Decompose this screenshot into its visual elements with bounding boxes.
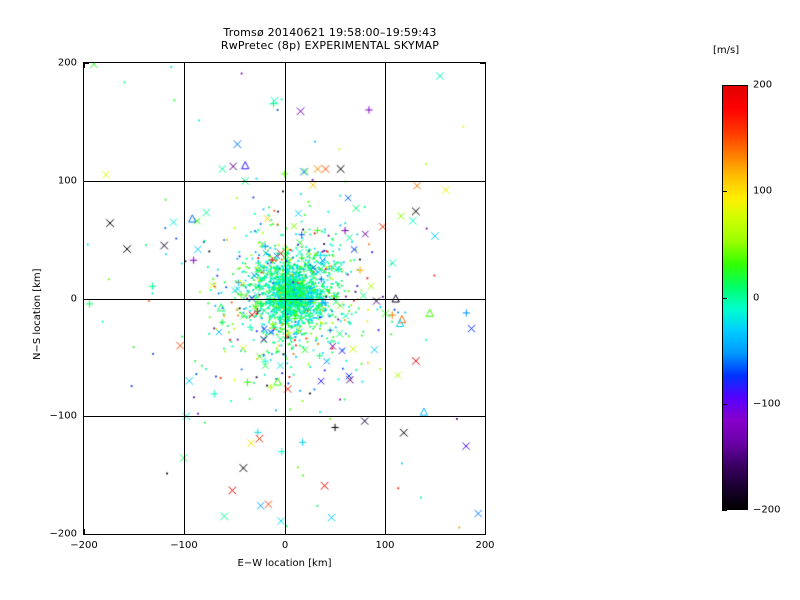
- scatter-canvas: [84, 63, 485, 534]
- x-tick: [184, 63, 185, 68]
- colorbar-tick-label: 0: [753, 292, 760, 303]
- y-tick-label: 100: [57, 175, 77, 187]
- gridline-vertical: [285, 63, 286, 534]
- x-tick-label: 0: [281, 540, 289, 551]
- x-tick: [184, 529, 185, 534]
- gridline-vertical: [184, 63, 185, 534]
- colorbar-tick: [722, 191, 727, 193]
- y-tick-label: 200: [57, 57, 77, 69]
- x-axis-title: E−W location [km]: [237, 558, 332, 569]
- x-tick-label: 100: [375, 540, 395, 551]
- gridline-vertical: [385, 63, 386, 534]
- x-tick: [84, 529, 85, 534]
- gridline-horizontal: [84, 181, 485, 182]
- colorbar-tick: [722, 85, 727, 86]
- gridline-horizontal: [84, 299, 485, 300]
- colorbar-units: [m/s]: [713, 45, 740, 56]
- x-tick-label: −200: [70, 540, 98, 551]
- colorbar-tick-label: 100: [753, 185, 773, 197]
- plot-area: [83, 62, 486, 535]
- y-tick: [480, 63, 485, 64]
- y-tick-label: −100: [49, 410, 77, 422]
- chart-title: Tromsø 20140621 19:58:00–19:59:43 RwPret…: [0, 26, 660, 52]
- x-tick: [385, 529, 386, 534]
- x-tick: [485, 63, 486, 68]
- y-tick: [480, 299, 485, 300]
- colorbar-tick-label: −200: [753, 504, 781, 516]
- x-tick-label: −100: [170, 540, 198, 551]
- y-tick-label: −200: [49, 528, 77, 540]
- y-tick: [84, 63, 89, 64]
- x-tick: [285, 529, 286, 534]
- colorbar-tick-label: −100: [753, 398, 781, 410]
- x-tick: [385, 63, 386, 68]
- x-tick: [84, 63, 85, 68]
- y-tick: [480, 181, 485, 182]
- x-tick-label: 200: [475, 540, 495, 551]
- y-tick: [84, 299, 89, 300]
- y-tick-label: 0: [70, 293, 77, 305]
- colorbar-tick-label: 200: [753, 79, 773, 91]
- colorbar-tick: [722, 510, 727, 511]
- y-tick: [84, 534, 89, 535]
- y-tick: [480, 534, 485, 535]
- gridline-horizontal: [84, 416, 485, 417]
- y-tick: [84, 181, 89, 182]
- title-line-2: RwPretec (8p) EXPERIMENTAL SKYMAP: [220, 39, 440, 52]
- x-tick: [485, 529, 486, 534]
- title-line-1: Tromsø 20140621 19:58:00–19:59:43: [223, 26, 437, 39]
- colorbar-tick: [722, 297, 727, 299]
- y-axis-title: N−S location [km]: [32, 268, 43, 360]
- y-tick: [84, 416, 89, 417]
- colorbar-tick: [722, 403, 727, 405]
- x-tick: [285, 63, 286, 68]
- y-tick: [480, 416, 485, 417]
